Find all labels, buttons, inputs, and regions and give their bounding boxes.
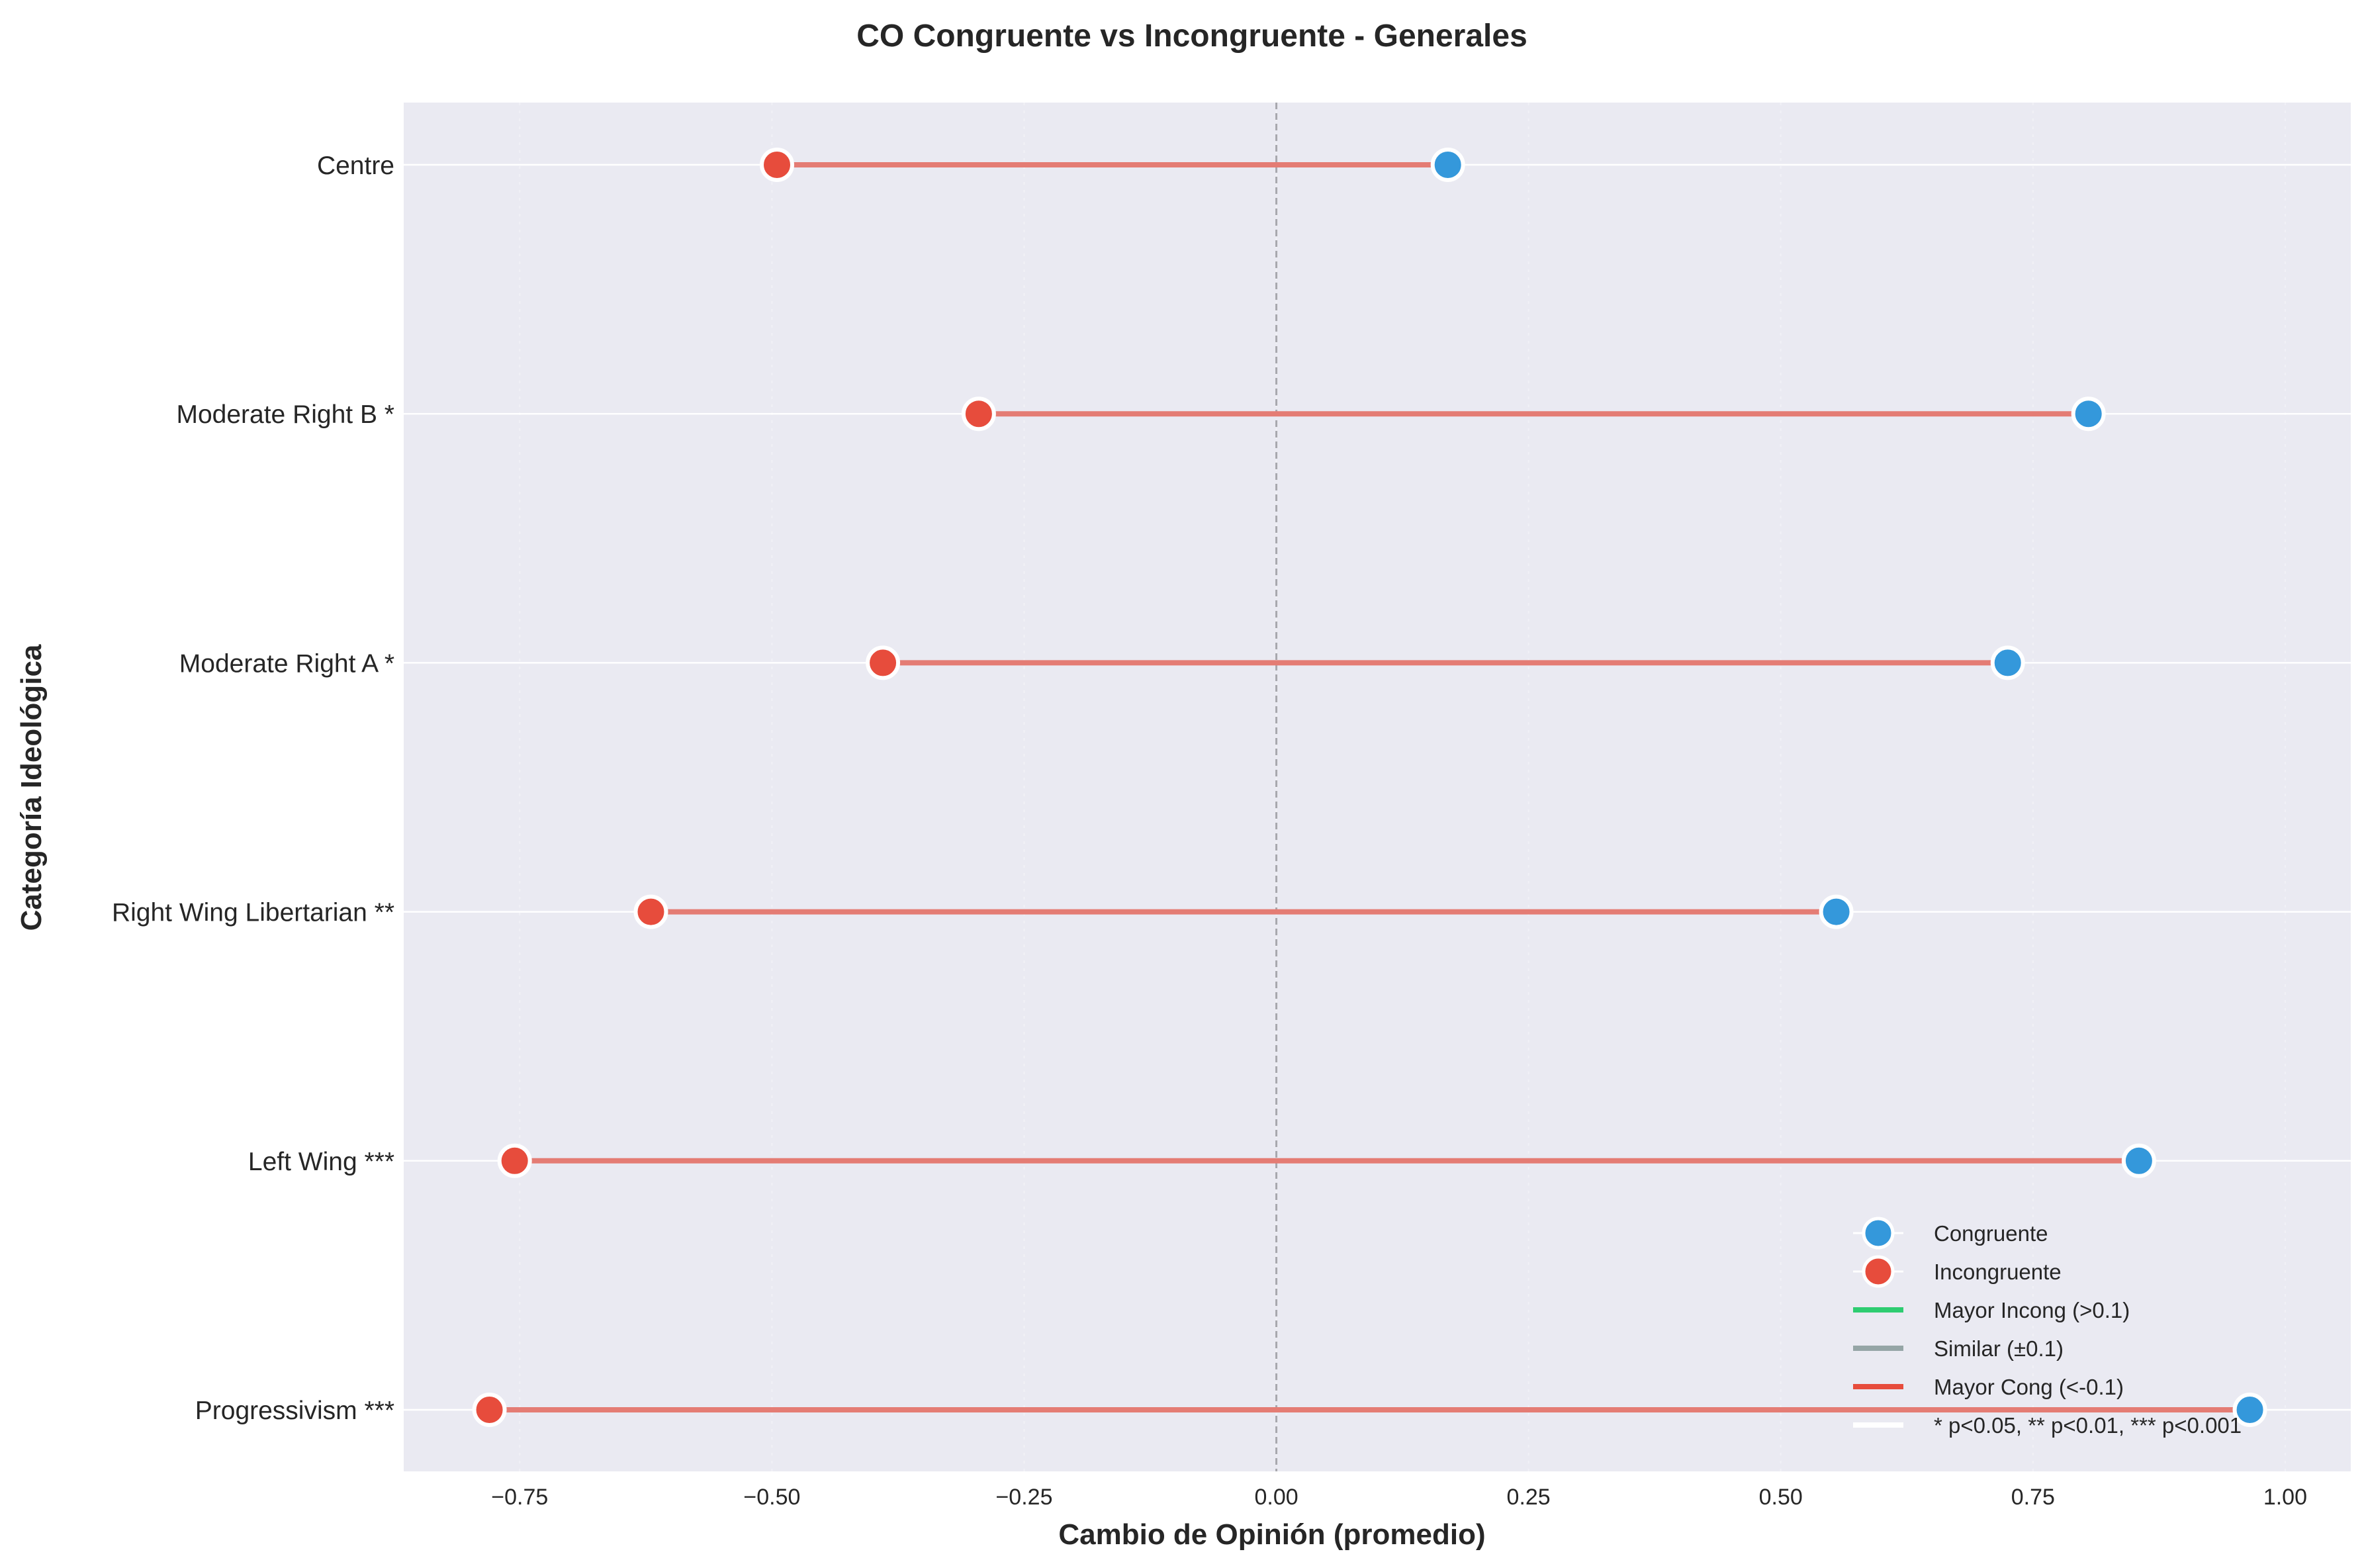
- plot-area: [404, 103, 2351, 1471]
- x-tick-label: −0.25: [995, 1485, 1052, 1510]
- x-tick-label: 0.25: [1507, 1485, 1551, 1510]
- data-points: [472, 148, 2267, 1427]
- chart-title: CO Congruente vs Incongruente - Generale…: [856, 19, 1527, 54]
- x-tick-label: 0.00: [1254, 1485, 1298, 1510]
- x-tick-label: 1.00: [2263, 1485, 2307, 1510]
- congruente-point: [1819, 894, 1854, 929]
- legend: Congruente Incongruente Mayor Incong (>0.1…: [1853, 1217, 2242, 1438]
- incongruente-point: [961, 396, 996, 432]
- x-tick-label: 0.75: [2011, 1485, 2055, 1510]
- legend-label: Mayor Incong (>0.1): [1934, 1298, 2130, 1322]
- y-tick-labels: Centre Moderate Right B * Moderate Right A…: [112, 152, 394, 1425]
- x-axis-label: Cambio de Opinión (promedio): [1058, 1518, 1485, 1551]
- incongruente-point: [633, 894, 668, 929]
- legend-label: Incongruente: [1934, 1260, 2062, 1284]
- incongruente-point: [472, 1393, 507, 1427]
- x-tick-label: −0.50: [743, 1485, 800, 1510]
- legend-label: Mayor Cong (<-0.1): [1934, 1375, 2124, 1399]
- congruente-point: [2232, 1393, 2267, 1427]
- y-tick-label: Moderate Right A *: [179, 649, 394, 678]
- y-axis-label: Categoría Ideológica: [15, 644, 48, 931]
- incongruente-point: [866, 645, 901, 680]
- y-tick-label: Left Wing ***: [248, 1148, 394, 1176]
- incongruente-point: [760, 148, 795, 182]
- legend-label: Congruente: [1934, 1221, 2048, 1246]
- congruente-point: [1990, 645, 2025, 680]
- legend-label: * p<0.05, ** p<0.01, *** p<0.001: [1934, 1413, 2242, 1438]
- legend-marker: [1862, 1217, 1895, 1250]
- congruente-point: [2071, 396, 2106, 432]
- x-tick-labels: −0.75 −0.50 −0.25 0.00 0.25 0.50 0.75 1.00: [491, 1485, 2307, 1510]
- y-tick-label: Right Wing Libertarian **: [112, 899, 394, 927]
- congruente-point: [2121, 1143, 2156, 1178]
- incongruente-point: [497, 1143, 532, 1178]
- x-tick-label: 0.50: [1759, 1485, 1803, 1510]
- congruente-point: [1430, 148, 1465, 182]
- x-tick-label: −0.75: [491, 1485, 548, 1510]
- y-tick-label: Centre: [317, 152, 394, 180]
- connector-lines: [486, 162, 2253, 1412]
- legend-marker: [1862, 1255, 1895, 1288]
- legend-label: Similar (±0.1): [1934, 1336, 2064, 1361]
- y-tick-label: Moderate Right B *: [176, 400, 394, 429]
- y-tick-label: Progressivism ***: [195, 1397, 394, 1425]
